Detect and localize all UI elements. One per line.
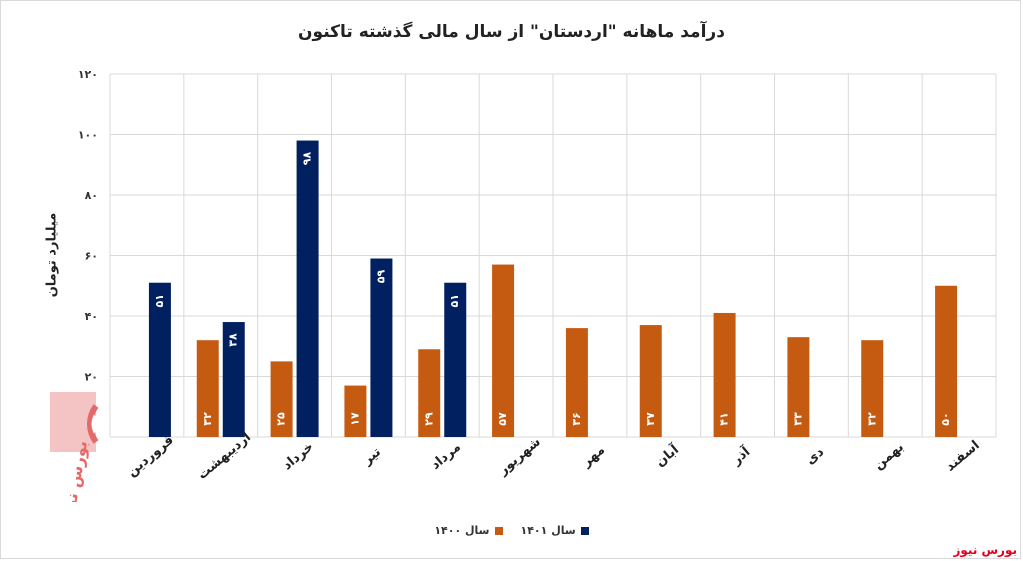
legend-item-1400: سال ۱۴۰۰ xyxy=(434,524,503,537)
category-label: آذر xyxy=(727,443,753,469)
legend: سال ۱۴۰۱ سال ۱۴۰۰ xyxy=(0,524,1023,537)
bar xyxy=(639,325,662,437)
logo-arc xyxy=(87,404,99,444)
category-label: اسفند xyxy=(943,438,983,475)
data-label: ۰ xyxy=(127,420,140,427)
data-label: ۳۳ xyxy=(791,412,804,426)
category-label: شهریور xyxy=(495,435,544,479)
data-label: ۴۱ xyxy=(718,412,731,425)
category-label: تیر xyxy=(360,445,384,469)
legend-swatch-1400 xyxy=(494,526,503,535)
bar xyxy=(370,258,393,437)
data-label: ۳۸ xyxy=(227,333,240,347)
bar xyxy=(222,322,245,437)
legend-item-1401: سال ۱۴۰۱ xyxy=(521,524,589,537)
data-label: ۲۹ xyxy=(422,412,435,426)
y-tick-label: ۱۲۰ xyxy=(78,68,98,81)
data-label: ۱۷ xyxy=(348,412,361,426)
category-label: مرداد xyxy=(428,440,464,473)
category-label: مهر xyxy=(579,443,608,471)
bar xyxy=(861,340,884,437)
bar xyxy=(787,337,810,437)
y-tick-label: ۱۰۰ xyxy=(78,129,98,142)
y-tick-label: ۸۰ xyxy=(85,189,98,202)
source-credit: بورس نیوز xyxy=(953,543,1017,557)
bar xyxy=(296,140,319,438)
legend-swatch-1401 xyxy=(580,526,589,535)
y-tick-label: ۶۰ xyxy=(85,250,98,263)
category-label: خرداد xyxy=(280,439,317,473)
category-label: بهمن xyxy=(871,440,907,473)
data-label: ۵۷ xyxy=(496,412,509,426)
logo: بورس نیوز xyxy=(50,392,99,502)
bar xyxy=(270,361,293,437)
data-label: ۵۱ xyxy=(153,294,166,307)
legend-label-1401: سال ۱۴۰۱ xyxy=(520,524,576,537)
legend-label-1400: سال ۱۴۰۰ xyxy=(434,524,490,537)
y-tick-label: ۴۰ xyxy=(85,310,98,323)
data-label: ۵۰ xyxy=(939,412,952,425)
category-label: اردیبهشت xyxy=(195,430,254,483)
data-label: ۹۸ xyxy=(301,152,314,166)
data-label: ۳۲ xyxy=(865,412,878,426)
bar xyxy=(148,282,171,437)
bar xyxy=(713,312,736,437)
category-label: فروردین xyxy=(125,433,177,480)
bar xyxy=(492,264,515,437)
bar xyxy=(565,328,588,437)
data-label: ۲۵ xyxy=(275,412,288,426)
chart-title: درآمد ماهانه "اردستان" از سال مالی گذشته… xyxy=(298,22,725,42)
bar xyxy=(418,349,441,437)
bar xyxy=(935,285,958,437)
data-label: ۵۱ xyxy=(448,294,461,307)
y-tick-label: ۲۰ xyxy=(85,371,98,384)
bar xyxy=(344,385,367,437)
data-label: ۳۷ xyxy=(644,412,657,426)
data-label: ۳۲ xyxy=(201,412,214,426)
bar xyxy=(196,340,219,437)
data-label: ۳۶ xyxy=(570,412,583,425)
data-label: ۵۹ xyxy=(374,270,387,284)
category-label: آبان xyxy=(652,441,683,471)
logo-arc-inner xyxy=(91,414,99,434)
bar xyxy=(444,282,467,437)
category-label: دی xyxy=(803,444,827,468)
